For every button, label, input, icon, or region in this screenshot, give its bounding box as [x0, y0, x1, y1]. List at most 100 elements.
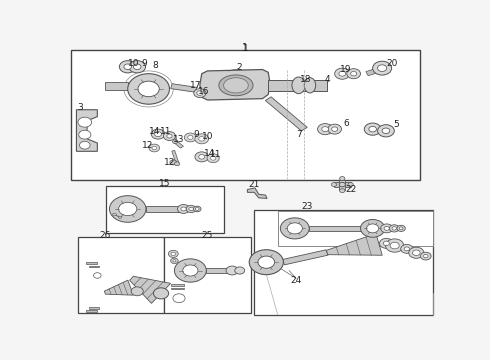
Circle shape [169, 250, 178, 257]
Circle shape [367, 224, 379, 233]
Circle shape [331, 183, 337, 186]
Circle shape [129, 61, 146, 73]
Polygon shape [76, 110, 98, 151]
Circle shape [194, 89, 206, 98]
Polygon shape [129, 276, 171, 303]
Ellipse shape [292, 77, 305, 94]
Polygon shape [164, 237, 251, 314]
Circle shape [195, 152, 209, 162]
Circle shape [332, 127, 338, 131]
Circle shape [151, 129, 165, 139]
Text: 1: 1 [243, 44, 248, 53]
Circle shape [378, 65, 387, 72]
Circle shape [369, 126, 376, 132]
Circle shape [79, 130, 91, 139]
Text: 2: 2 [236, 63, 242, 72]
Polygon shape [309, 226, 365, 231]
Circle shape [128, 74, 170, 104]
Polygon shape [268, 80, 327, 91]
Circle shape [174, 259, 206, 282]
Circle shape [181, 207, 186, 211]
Text: 17: 17 [190, 81, 202, 90]
Circle shape [401, 244, 413, 253]
Polygon shape [366, 67, 381, 76]
Polygon shape [78, 237, 164, 314]
Polygon shape [200, 69, 270, 100]
Circle shape [384, 226, 390, 230]
Circle shape [153, 288, 169, 299]
Circle shape [174, 162, 180, 166]
Text: 7: 7 [296, 130, 301, 139]
Circle shape [119, 216, 122, 219]
Circle shape [171, 252, 175, 256]
Circle shape [280, 218, 309, 239]
Circle shape [189, 207, 194, 211]
Circle shape [207, 154, 219, 163]
Circle shape [392, 227, 396, 230]
Text: 18: 18 [300, 75, 312, 84]
Circle shape [173, 294, 185, 303]
Text: 14: 14 [204, 149, 216, 158]
Circle shape [188, 135, 193, 139]
Circle shape [195, 134, 209, 144]
Circle shape [211, 156, 216, 160]
Bar [86, 262, 98, 264]
Polygon shape [71, 50, 420, 180]
Text: 13: 13 [172, 135, 184, 144]
Polygon shape [282, 250, 328, 265]
Polygon shape [206, 268, 230, 273]
Circle shape [397, 225, 405, 231]
Polygon shape [174, 141, 183, 148]
Polygon shape [106, 186, 224, 233]
Circle shape [348, 183, 353, 186]
Circle shape [409, 247, 424, 258]
Circle shape [399, 227, 403, 230]
Bar [89, 307, 99, 309]
Circle shape [94, 273, 101, 278]
Text: 23: 23 [302, 202, 313, 211]
Circle shape [163, 132, 175, 140]
Bar [172, 288, 184, 289]
Circle shape [372, 61, 392, 75]
Circle shape [170, 160, 177, 165]
Circle shape [197, 91, 203, 95]
Circle shape [173, 260, 176, 262]
Text: 3: 3 [77, 103, 83, 112]
Circle shape [351, 72, 357, 76]
Circle shape [199, 136, 205, 141]
Circle shape [119, 202, 137, 216]
Circle shape [152, 146, 157, 150]
Bar [172, 284, 184, 286]
Circle shape [172, 140, 178, 144]
Circle shape [226, 266, 238, 275]
Circle shape [149, 144, 160, 152]
Polygon shape [278, 211, 433, 246]
Circle shape [249, 250, 283, 275]
Circle shape [423, 255, 428, 258]
Text: 21: 21 [248, 180, 260, 189]
Circle shape [177, 204, 190, 213]
Circle shape [390, 225, 399, 232]
Circle shape [196, 208, 199, 210]
Circle shape [379, 238, 393, 248]
Polygon shape [104, 280, 133, 295]
Polygon shape [326, 234, 382, 255]
Polygon shape [146, 206, 182, 212]
Text: 16: 16 [198, 87, 209, 96]
Circle shape [318, 123, 333, 135]
Circle shape [364, 123, 381, 135]
Circle shape [109, 195, 146, 222]
Polygon shape [172, 150, 178, 163]
Text: 10: 10 [202, 131, 213, 140]
Circle shape [79, 141, 90, 149]
Text: 14: 14 [148, 127, 160, 136]
Text: 11: 11 [160, 127, 172, 136]
Circle shape [194, 206, 201, 212]
Text: 12: 12 [164, 158, 175, 167]
Circle shape [186, 205, 196, 212]
Circle shape [386, 239, 404, 252]
Text: 11: 11 [210, 150, 222, 159]
Text: 1: 1 [243, 43, 248, 53]
Text: 9: 9 [193, 130, 199, 139]
Circle shape [113, 213, 116, 216]
